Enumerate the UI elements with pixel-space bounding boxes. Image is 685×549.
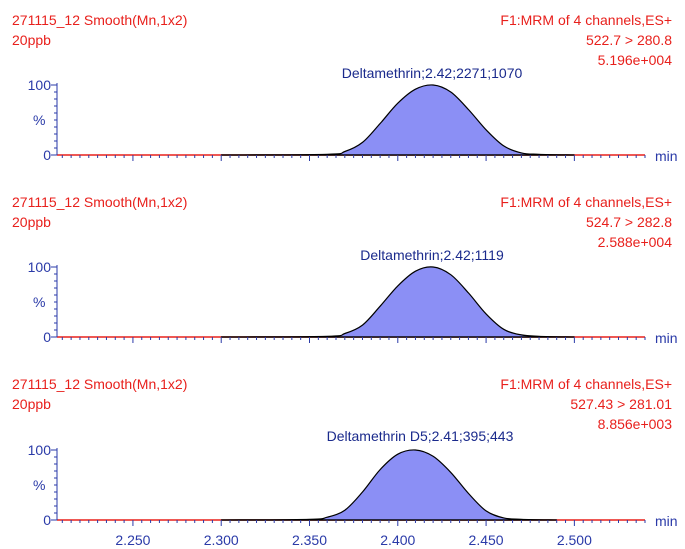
header-left-line: 271115_12 Smooth(Mn,1x2) xyxy=(12,376,187,392)
y-tick-label-0: 0 xyxy=(43,147,51,163)
header-left-line: 20ppb xyxy=(12,214,51,230)
header-right-line: 527.43 > 281.01 xyxy=(570,396,672,412)
x-axis-label: min xyxy=(655,330,678,346)
header-left-line: 20ppb xyxy=(12,396,51,412)
y-axis-label: % xyxy=(33,477,45,493)
y-tick-label-100: 100 xyxy=(28,442,52,458)
header-left-line: 271115_12 Smooth(Mn,1x2) xyxy=(12,194,187,210)
peak-area xyxy=(221,84,575,156)
x-axis-label: min xyxy=(655,513,678,529)
y-tick-label-0: 0 xyxy=(43,512,51,528)
peak-area xyxy=(221,449,557,521)
y-axis-label: % xyxy=(33,112,45,128)
header-right-line: 522.7 > 280.8 xyxy=(586,32,672,48)
peak-label: Deltamethrin D5;2.41;395;443 xyxy=(327,428,514,444)
x-tick-label: 2.500 xyxy=(557,532,592,548)
x-tick-label: 2.450 xyxy=(469,532,504,548)
header-right-line: F1:MRM of 4 channels,ES+ xyxy=(500,12,672,28)
peak-area xyxy=(221,266,575,338)
peak-label: Deltamethrin;2.42;2271;1070 xyxy=(342,65,523,81)
header-left-line: 20ppb xyxy=(12,32,51,48)
header-left-line: 271115_12 Smooth(Mn,1x2) xyxy=(12,12,187,28)
header-right-line: F1:MRM of 4 channels,ES+ xyxy=(500,376,672,392)
x-tick-label: 2.400 xyxy=(380,532,415,548)
y-tick-label-0: 0 xyxy=(43,329,51,345)
peak-label: Deltamethrin;2.42;1119 xyxy=(360,247,504,263)
x-tick-label: 2.250 xyxy=(115,532,150,548)
x-axis-label: min xyxy=(655,148,678,164)
header-right-line: 2.588e+004 xyxy=(598,234,673,250)
x-tick-label: 2.350 xyxy=(292,532,327,548)
header-right-line: 524.7 > 282.8 xyxy=(586,214,672,230)
header-right-line: 5.196e+004 xyxy=(598,52,673,68)
header-right-line: F1:MRM of 4 channels,ES+ xyxy=(500,194,672,210)
header-right-line: 8.856e+003 xyxy=(598,416,673,432)
y-tick-label-100: 100 xyxy=(28,77,52,93)
x-tick-label: 2.300 xyxy=(204,532,239,548)
y-axis-label: % xyxy=(33,294,45,310)
y-tick-label-100: 100 xyxy=(28,259,52,275)
